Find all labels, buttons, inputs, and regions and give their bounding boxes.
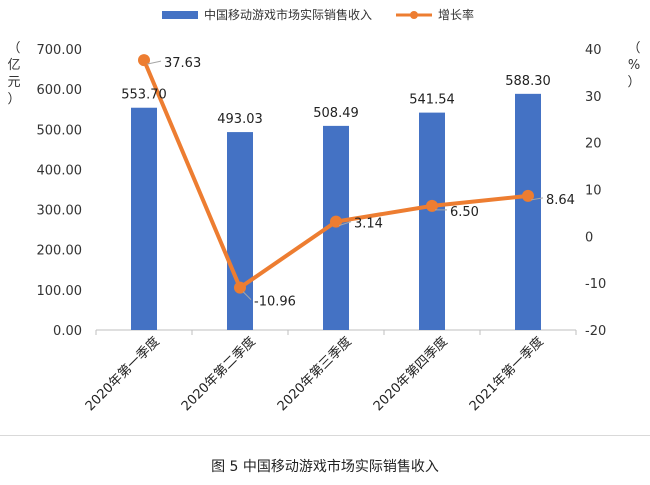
line-point <box>138 54 150 67</box>
bar <box>227 132 253 330</box>
y-tick-label: 600.00 <box>37 83 83 98</box>
line-value-label: 3.14 <box>354 217 383 232</box>
y2-axis-title-char: % <box>628 58 640 73</box>
y2-tick-label: 40 <box>585 43 602 58</box>
x-tick-label: 2020年第二季度 <box>178 334 259 415</box>
line-point <box>522 189 534 202</box>
y-tick-label: 300.00 <box>37 204 83 219</box>
y-tick-label: 700.00 <box>37 43 83 58</box>
line-point <box>426 199 438 212</box>
combo-chart: 中国移动游戏市场实际销售收入 增长率 （ 亿元 ） （% ） 0.00 100.00 200.00… <box>7 7 640 415</box>
line-value-label: 37.63 <box>164 56 201 71</box>
x-tick-label: 2021年第一季度 <box>466 334 547 415</box>
y2-tick-label: 10 <box>585 184 602 199</box>
bar-value-label: 553.70 <box>121 88 167 103</box>
y-tick-label: 200.00 <box>37 244 83 259</box>
line-label-leader <box>338 221 352 227</box>
line-label-leader <box>530 197 544 201</box>
bar-value-label: 588.30 <box>505 74 551 89</box>
y-axis-title-char: （ <box>7 41 20 56</box>
x-tick-label: 2020年第三季度 <box>274 334 355 415</box>
y2-tick-label: 20 <box>585 137 602 152</box>
bar <box>419 112 445 330</box>
legend-bar-label: 中国移动游戏市场实际销售收入 <box>204 7 372 22</box>
y2-tick-label: 0 <box>585 230 593 245</box>
line-point <box>330 215 342 228</box>
line-value-label: 8.64 <box>546 193 575 208</box>
y-tick-label: 500.00 <box>37 123 83 138</box>
bar-value-label: 508.49 <box>313 106 359 121</box>
bar-value-label: 493.03 <box>217 112 263 127</box>
y2-axis-title-char: ） <box>627 75 640 90</box>
bar-value-label: 541.54 <box>409 93 455 108</box>
x-tick-label: 2020年第一季度 <box>82 334 163 415</box>
y-axis-title-char: 亿 <box>7 58 20 73</box>
y2-tick-label: -10 <box>585 277 606 292</box>
legend-line-label: 增长率 <box>438 7 474 22</box>
bar <box>515 93 541 330</box>
line-label-leader <box>146 60 162 65</box>
y2-axis-title-char: （ <box>627 41 640 56</box>
line-label-leader <box>242 291 252 301</box>
y2-tick-label: 30 <box>585 90 602 105</box>
x-tick-label: 2020年第四季度 <box>370 334 451 415</box>
line-value-label: 6.50 <box>450 205 479 220</box>
line-point <box>234 281 246 294</box>
y-tick-label: 0.00 <box>53 324 82 339</box>
legend-bar-swatch <box>162 11 198 19</box>
bar <box>131 107 157 330</box>
line-value-label: -10.96 <box>254 295 296 310</box>
chart-frame: 中国移动游戏市场实际销售收入 增长率 （ 亿元 ） （% ） 0.00 100.00 200.00… <box>0 7 650 436</box>
y-axis-title-char: 元 <box>7 75 20 90</box>
y-tick-label: 100.00 <box>37 284 83 299</box>
y2-tick-label: -20 <box>585 324 606 339</box>
y-tick-label: 400.00 <box>37 163 83 178</box>
legend-line-marker <box>410 11 418 19</box>
figure-caption: 图 5 中国移动游戏市场实际销售收入 <box>211 459 439 475</box>
y-axis-title-char: ） <box>7 92 20 107</box>
